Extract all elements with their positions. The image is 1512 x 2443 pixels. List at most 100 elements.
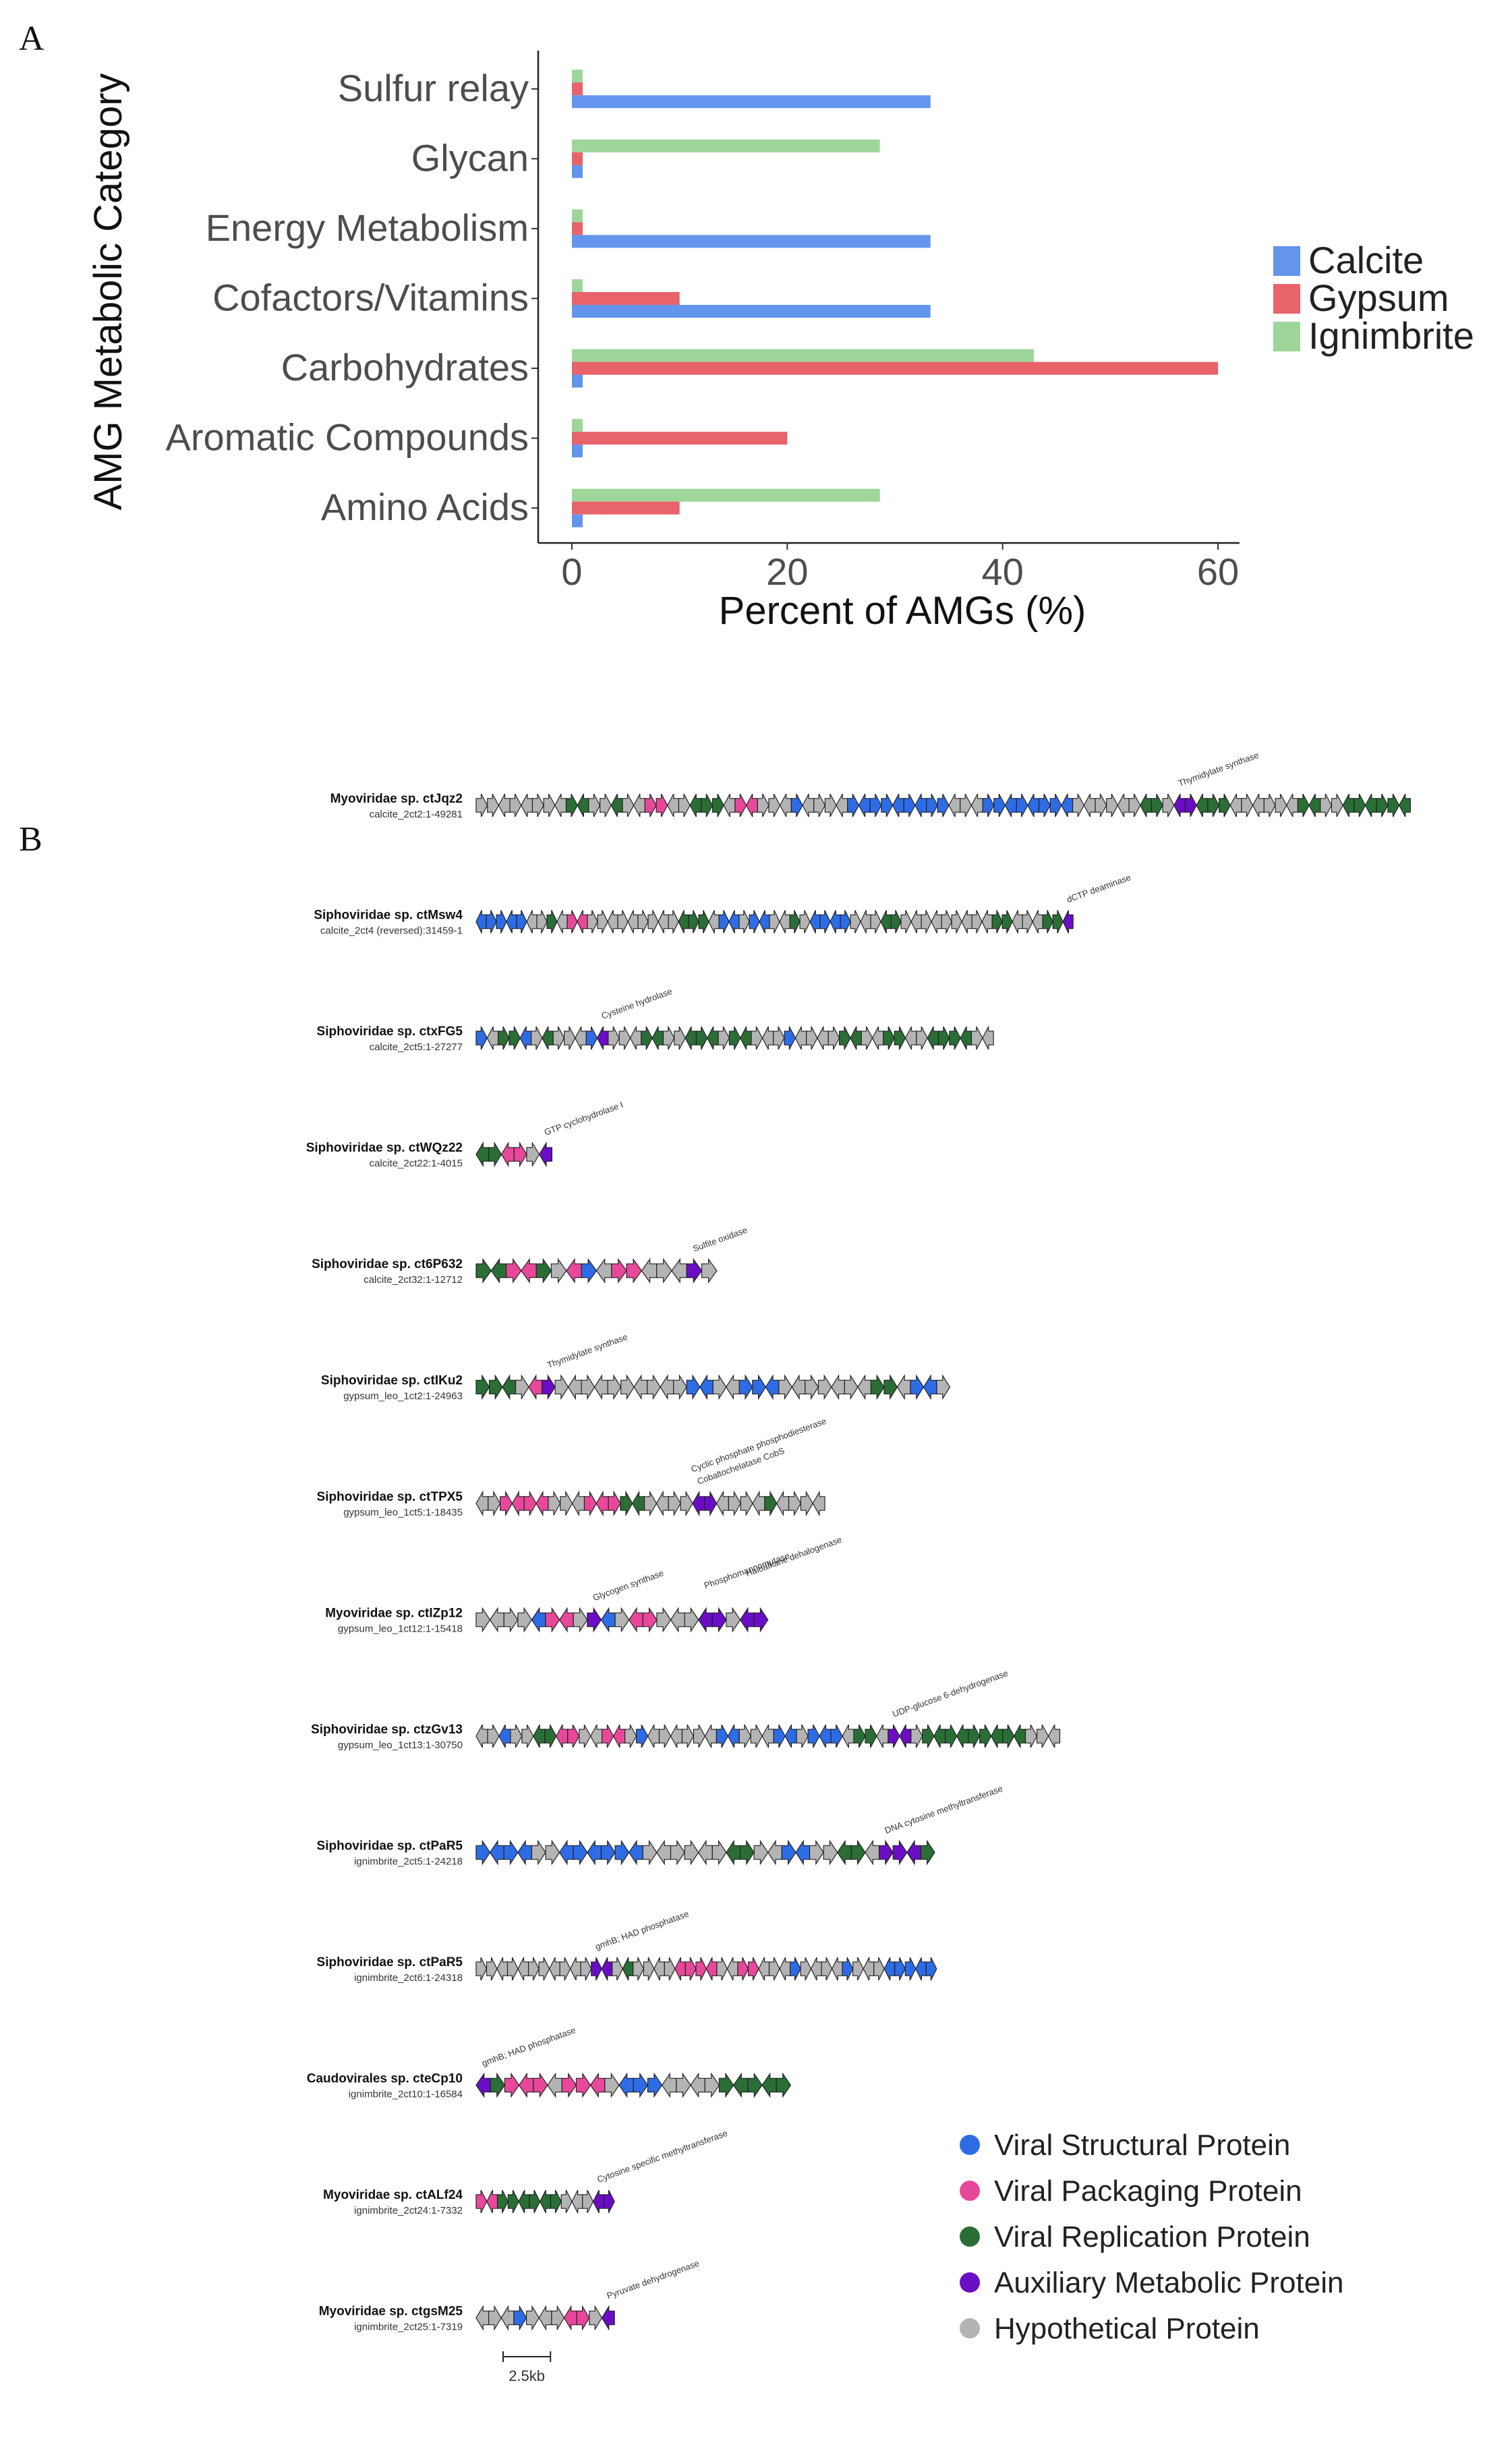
- gene-arrow-h: [758, 1957, 770, 1981]
- gene-arrow-h: [521, 1724, 534, 1748]
- gene-arrow-h: [543, 793, 556, 817]
- gene-arrow-h: [728, 1490, 741, 1517]
- gene-arrow-h: [515, 1374, 529, 1400]
- gene-arrow-h: [612, 1957, 623, 1981]
- gene-arrow-h: [817, 1374, 832, 1400]
- gene-arrow-h: [1036, 1724, 1049, 1748]
- gene-arrow-h: [531, 793, 544, 817]
- y-tick-label-cofactors-vitamins: Cofactors/Vitamins: [212, 277, 529, 319]
- gene-arrow-p: [506, 1258, 522, 1284]
- gene-arrow-r: [937, 1026, 950, 1050]
- gene-arrow-r: [945, 1724, 958, 1748]
- gene-arrow-h: [538, 1957, 550, 1981]
- gene-arrow-h: [1012, 910, 1023, 933]
- gene-arrow-s: [759, 910, 770, 933]
- gene-annotation: GTP cyclohydrolase I: [543, 1099, 624, 1137]
- gene-arrow-h: [971, 910, 983, 933]
- legend-swatch-gypsum: [1273, 284, 1300, 314]
- gene-arrow-h: [842, 1724, 854, 1748]
- amg-category-bar-chart: Sulfur relay Glycan Energy Metabolism Cofac…: [86, 51, 1474, 633]
- gene-arrow-r: [475, 1374, 490, 1400]
- gene-arrow-h: [642, 1839, 658, 1866]
- gene-arrow-h: [548, 1490, 561, 1517]
- gene-arrow-s: [587, 1839, 602, 1866]
- gene-arrow-h: [779, 910, 790, 933]
- bar-calcite-aromatic-compounds: [572, 444, 583, 458]
- gene-arrow-h: [690, 2072, 705, 2098]
- gene-arrow-s: [842, 1957, 854, 1981]
- gene-annotation: dCTP deaminase: [1066, 872, 1132, 904]
- gene-arrow-p: [674, 1957, 686, 1981]
- gene-arrow-a: [475, 2072, 491, 2098]
- genome-subtitle: ignimbrite_2ct10:1-16584: [349, 2089, 463, 2100]
- gene-arrow-h: [779, 1957, 791, 1981]
- gene-arrow-r: [853, 1724, 866, 1748]
- gene-arrow-h: [684, 1839, 699, 1866]
- gene-arrow-a: [596, 1026, 609, 1050]
- gene-arrow-h: [556, 910, 568, 933]
- gene-arrow-r: [920, 1839, 935, 1866]
- gene-annotation: Sulfite oxidase: [691, 1225, 749, 1254]
- gene-arrow-h: [896, 1374, 911, 1400]
- gene-arrow-s: [883, 1957, 896, 1981]
- gene-arrow-a: [591, 1957, 602, 1981]
- gene-arrow-s: [869, 793, 882, 817]
- gene-arrow-h: [970, 793, 983, 817]
- gene-arrow-h: [817, 1026, 829, 1050]
- gene-arrow-s: [881, 793, 894, 817]
- gene-arrow-h: [863, 1957, 875, 1981]
- gene-arrow-h: [726, 1374, 740, 1400]
- gene-arrow-r: [688, 910, 699, 933]
- gene-arrow-r: [620, 1490, 633, 1517]
- gene-arrow-h: [681, 1724, 695, 1748]
- gene-arrow-h: [1263, 793, 1276, 817]
- gene-arrow-s: [784, 1724, 797, 1748]
- gene-arrow-r: [949, 1026, 961, 1050]
- gene-arrow-r: [1013, 1724, 1026, 1748]
- gene-arrow-r: [789, 910, 801, 933]
- y-tick-label-energy-metabolism: Energy Metabolism: [206, 206, 529, 249]
- gene-arrow-s: [489, 1839, 504, 1866]
- gene-arrow-h: [738, 1724, 751, 1748]
- gene-arrow-s: [633, 2072, 649, 2098]
- gene-arrow-s: [728, 910, 740, 933]
- genome-name: Siphoviridae sp. ctxFG5: [317, 1025, 463, 1039]
- gene-arrow-h: [961, 910, 972, 933]
- bar-calcite-glycan: [572, 165, 583, 178]
- gene-arrow-h: [921, 910, 932, 933]
- genome-map-group: Myoviridae sp. ctJqz2 calcite_2ct2:1-4928…: [306, 750, 1411, 2333]
- genome-row-11: Caudovirales sp. cteCp10 ignimbrite_2ct10…: [307, 2025, 792, 2100]
- gene-arrow-s: [819, 910, 831, 933]
- gene-arrow-r: [507, 2189, 519, 2214]
- gene-arrow-r: [1354, 793, 1366, 817]
- genome-name: Myoviridae sp. ctIZp12: [325, 1607, 463, 1621]
- genome-subtitle: calcite_2ct22:1-4015: [370, 1158, 463, 1170]
- gene-arrow-h: [1032, 910, 1043, 933]
- gene-arrow-h: [580, 1957, 592, 1981]
- gene-arrow-p: [685, 1957, 697, 1981]
- gene-arrow-h: [510, 1724, 523, 1748]
- bar-calcite-energy-metabolism: [572, 235, 931, 248]
- gene-arrow-r: [1002, 1724, 1015, 1748]
- gene-arrow-h: [857, 1374, 872, 1400]
- gene-arrow-s: [904, 1957, 917, 1981]
- gene-arrow-h: [813, 793, 826, 817]
- gene-arrow-p: [602, 1724, 614, 1748]
- gene-arrow-r: [850, 1026, 862, 1050]
- bar-gypsum-glycan: [572, 152, 583, 165]
- genome-name: Siphoviridae sp. ctzGv13: [311, 1723, 463, 1737]
- gene-arrow-h: [531, 1839, 546, 1866]
- bar-gypsum-amino-acids: [572, 501, 680, 515]
- genome-subtitle: calcite_2ct32:1-12712: [364, 1274, 463, 1286]
- gene-arrow-a: [692, 1490, 705, 1517]
- gene-arrow-a: [1173, 793, 1186, 817]
- gene-arrow-h: [660, 1374, 674, 1400]
- gene-arrow-h: [773, 1026, 785, 1050]
- gene-arrow-r: [927, 1026, 939, 1050]
- gene-arrow-h: [547, 2072, 562, 2098]
- gene-arrow-h: [597, 910, 608, 933]
- genome-row-1: Siphoviridae sp. ctMsw4 calcite_2ct4 (rev…: [314, 872, 1132, 937]
- gene-arrow-h: [531, 1026, 543, 1050]
- gene-annotation: Cyclic phosphate phosphodiesterase: [689, 1416, 827, 1474]
- gene-arrow-p: [747, 1957, 759, 1981]
